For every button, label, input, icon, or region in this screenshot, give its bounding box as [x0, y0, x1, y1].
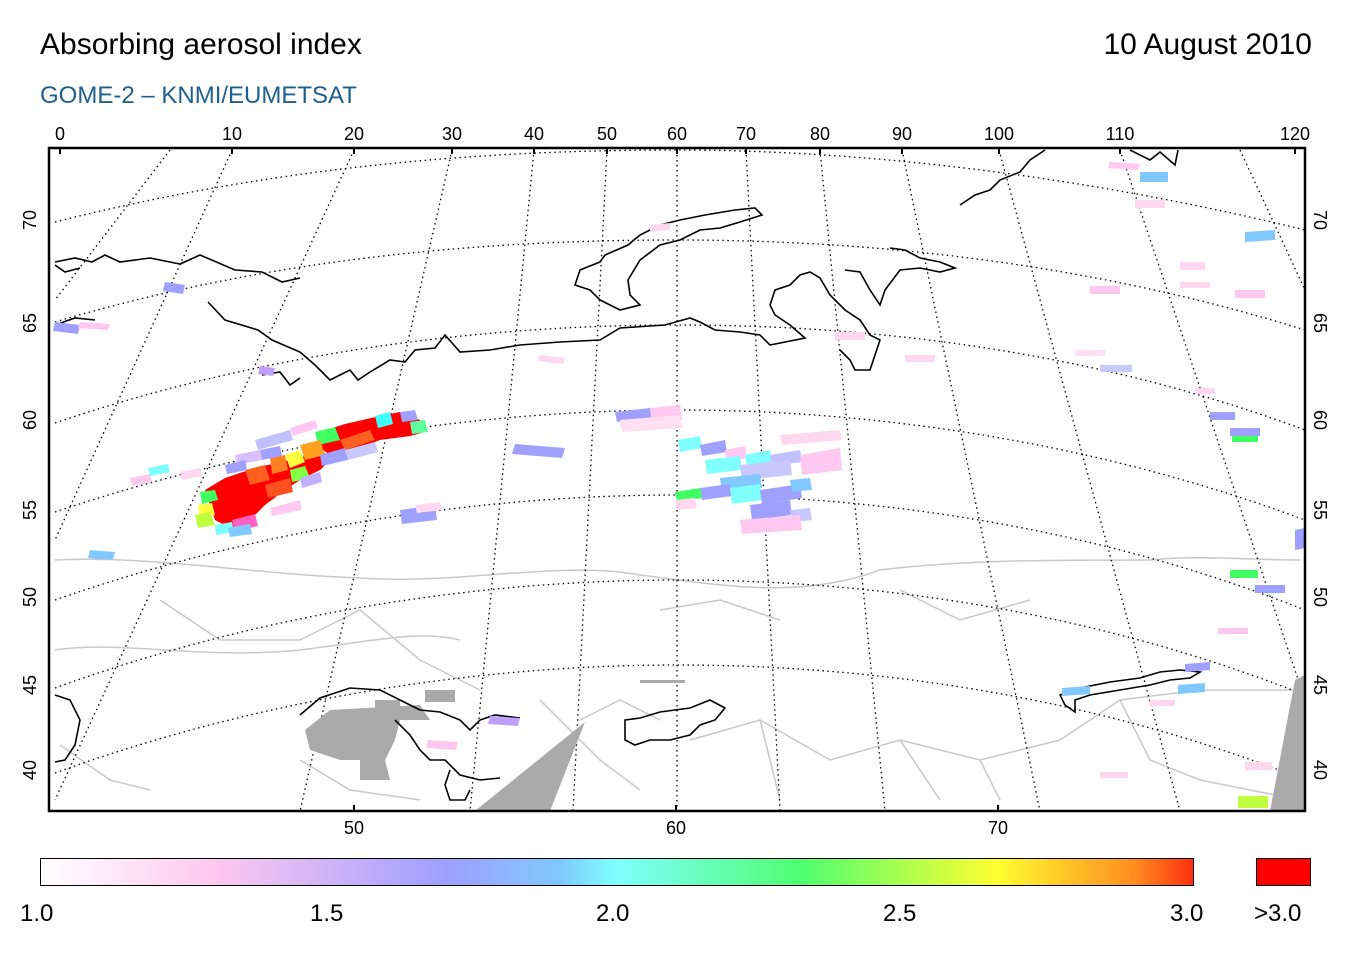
country-borders [54, 557, 1301, 801]
map-date: 10 August 2010 [1103, 28, 1312, 61]
lon-label-top: 10 [222, 124, 242, 144]
lon-label-top: 120 [1280, 124, 1310, 144]
colorbar-label: 3.0 [1170, 900, 1204, 927]
colorbar-over-swatch [1256, 858, 1311, 886]
lat-label-right: 60 [1310, 410, 1330, 430]
coastlines [54, 149, 1203, 801]
aerosol-pixels [53, 162, 1305, 808]
colorbar-label: 2.5 [883, 900, 917, 927]
colorbar [40, 858, 1194, 886]
lat-label-left: 50 [20, 587, 40, 607]
lat-label-left: 60 [20, 410, 40, 430]
lon-label-bottom: 50 [344, 818, 364, 838]
lat-label-right: 65 [1310, 313, 1330, 333]
lat-label-right: 45 [1310, 675, 1330, 695]
lon-label-top: 70 [736, 124, 756, 144]
colorbar-label: 1.0 [20, 900, 54, 927]
colorbar-over-label: >3.0 [1254, 900, 1302, 927]
lon-label-top: 100 [984, 124, 1014, 144]
lon-label-top: 30 [442, 124, 462, 144]
lon-label-bottom: 70 [988, 818, 1008, 838]
lat-label-left: 65 [20, 313, 40, 333]
lat-label-left: 55 [20, 500, 40, 520]
map-subtitle: GOME-2 – KNMI/EUMETSAT [40, 82, 357, 109]
colorbar-label: 1.5 [310, 900, 344, 927]
lon-label-top: 80 [810, 124, 830, 144]
lon-label-top: 60 [667, 124, 687, 144]
lat-label-left: 40 [20, 760, 40, 780]
lat-label-right: 40 [1310, 760, 1330, 780]
colorbar-label: 2.0 [596, 900, 630, 927]
lon-label-top: 110 [1106, 124, 1135, 144]
lon-label-top: 0 [55, 124, 65, 144]
lat-label-left: 70 [20, 210, 40, 230]
no-data-areas [305, 675, 1305, 811]
lon-label-top: 20 [344, 124, 364, 144]
lon-label-top: 50 [597, 124, 617, 144]
lon-label-top: 90 [892, 124, 912, 144]
lat-label-left: 45 [20, 675, 40, 695]
lat-label-right: 50 [1310, 587, 1330, 607]
lon-label-bottom: 60 [666, 818, 686, 838]
lon-label-top: 40 [524, 124, 544, 144]
lat-label-right: 55 [1310, 500, 1330, 520]
map-title: Absorbing aerosol index [40, 28, 362, 61]
lat-label-right: 70 [1310, 210, 1330, 230]
